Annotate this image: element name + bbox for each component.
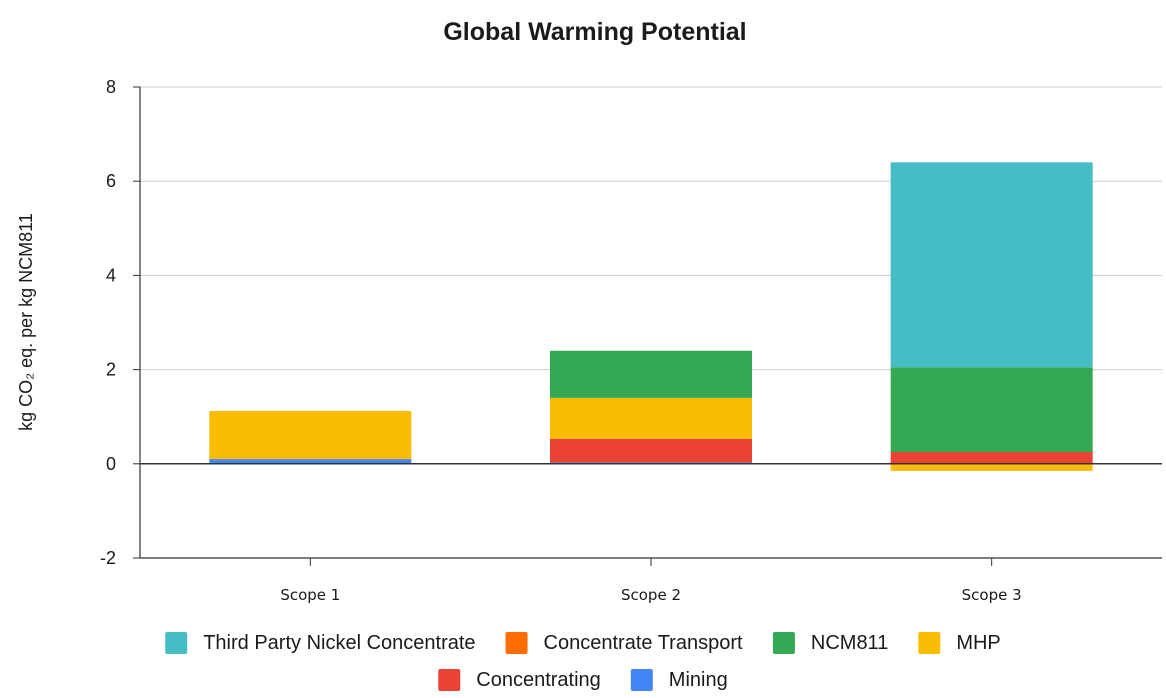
bar-mhp-scope-2 xyxy=(550,397,752,439)
y-tick-label: 4 xyxy=(106,265,116,285)
bar-ncm811-scope-3 xyxy=(890,367,1093,453)
legend: Third Party Nickel Concentrate Concentrat… xyxy=(165,632,1001,691)
bar-mhp-scope-1 xyxy=(209,411,412,460)
bar-mining-scope-1 xyxy=(209,459,412,464)
x-tick-label: Scope 1 xyxy=(280,586,340,604)
bars xyxy=(209,162,1093,471)
y-tick-label: 6 xyxy=(106,171,116,191)
bar-concentrating-scope-3 xyxy=(890,452,1093,464)
bar-mhp-scope-3 xyxy=(890,463,1093,471)
bar-concentrating-scope-2 xyxy=(550,438,752,463)
bar-third-party-nickel-concentrate-scope-3 xyxy=(890,162,1093,368)
chart-title: Global Warming Potential xyxy=(443,18,746,46)
legend-label-mining: Mining xyxy=(669,669,728,691)
x-ticks: Scope 1 Scope 2 Scope 3 xyxy=(280,558,1022,604)
legend-swatch-mining xyxy=(630,669,653,691)
legend-label-mhp: MHP xyxy=(956,632,1000,654)
y-tick-label: 8 xyxy=(106,77,116,97)
y-tick-label: 2 xyxy=(106,360,116,380)
legend-swatch-third-party-nickel-concentrate xyxy=(165,632,188,654)
legend-swatch-mhp xyxy=(918,632,941,654)
legend-label-ncm811: NCM811 xyxy=(811,632,888,654)
y-ticks: -2 0 2 4 6 8 xyxy=(100,77,140,568)
legend-swatch-concentrate-transport xyxy=(505,632,528,654)
y-tick-label: 0 xyxy=(106,454,116,474)
y-axis-label: kg CO₂ eq. per kg NCM811 xyxy=(16,213,36,431)
legend-label-third-party-nickel-concentrate: Third Party Nickel Concentrate xyxy=(203,632,475,654)
legend-swatch-ncm811 xyxy=(772,632,795,654)
legend-label-concentrate-transport: Concentrate Transport xyxy=(544,632,743,654)
legend-label-concentrating: Concentrating xyxy=(476,669,601,691)
bar-ncm811-scope-2 xyxy=(550,350,752,398)
x-tick-label: Scope 2 xyxy=(621,586,681,604)
x-tick-label: Scope 3 xyxy=(962,586,1022,604)
legend-swatch-concentrating xyxy=(438,669,461,691)
y-tick-label: -2 xyxy=(100,548,116,568)
